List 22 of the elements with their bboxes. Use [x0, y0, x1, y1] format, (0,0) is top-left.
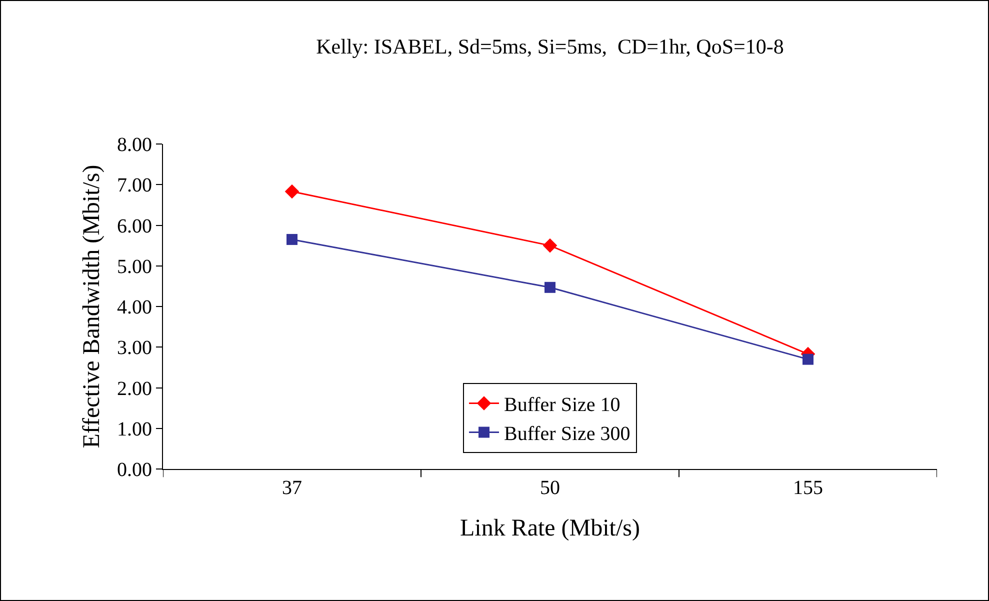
- y-tick-label: 2.00: [117, 378, 152, 400]
- legend-label: Buffer Size 10: [504, 394, 620, 416]
- y-tick-label: 6.00: [117, 215, 152, 238]
- legend-label: Buffer Size 300: [504, 423, 630, 446]
- y-tick-label: 3.00: [117, 337, 152, 360]
- chart-title: Kelly: ISABEL, Sd=5ms, Si=5ms, CD=1hr, QoS=10-8: [316, 34, 784, 58]
- point: [286, 234, 298, 245]
- x-tick-label: 50: [540, 477, 560, 499]
- x-tick-label: 155: [793, 477, 823, 499]
- point: [544, 282, 556, 293]
- y-axis-title: Effective Bandwidth (Mbit/s): [79, 164, 106, 448]
- point: [542, 238, 558, 253]
- y-tick-label: 0.00: [117, 459, 152, 481]
- x-tick-label: 37: [282, 477, 302, 499]
- y-tick-label: 1.00: [117, 418, 152, 440]
- point: [802, 354, 814, 365]
- y-tick-label: 8.00: [117, 134, 152, 156]
- point: [284, 184, 300, 199]
- y-tick-label: 5.00: [117, 256, 152, 278]
- y-tick-label: 4.00: [117, 296, 152, 318]
- y-tick-label: 7.00: [117, 174, 152, 197]
- x-axis-title: Link Rate (Mbit/s): [460, 515, 640, 542]
